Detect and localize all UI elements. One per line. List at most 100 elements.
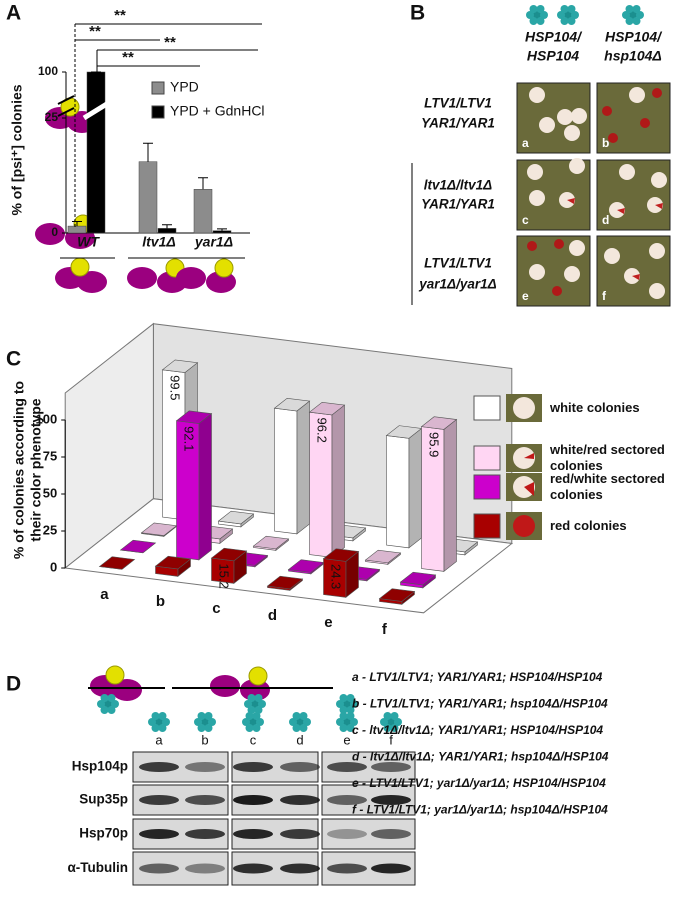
- bar: [86, 71, 106, 234]
- lane-label: d: [296, 732, 303, 747]
- plate-label: f: [602, 289, 607, 303]
- error-bar: [198, 177, 208, 190]
- significance-label: **: [89, 23, 101, 40]
- colony: [651, 172, 667, 188]
- bar: [157, 228, 177, 234]
- legend-colony-sector: [524, 482, 534, 496]
- axis-break: [57, 95, 75, 105]
- x-tick-label: d: [268, 607, 277, 624]
- bar-side: [331, 404, 345, 558]
- panel-label: D: [6, 673, 21, 696]
- significance-label: **: [164, 34, 176, 51]
- bar: [67, 225, 87, 234]
- plate-label: e: [522, 289, 529, 303]
- bar: [119, 539, 157, 554]
- colony: [649, 243, 665, 259]
- x-tick-label: a: [100, 586, 109, 603]
- bar-top: [399, 571, 437, 586]
- strain-legend: f - LTV1/LTV1; yar1Δ/yar1Δ; hsp104Δ/HSP1…: [352, 803, 608, 817]
- blot-band: [371, 829, 411, 839]
- bar-top: [161, 359, 199, 373]
- legend-swatch: [151, 81, 165, 95]
- colony: [554, 239, 564, 249]
- y-tick-label: 100: [38, 64, 58, 78]
- colony: [564, 266, 580, 282]
- colony: [564, 125, 580, 141]
- blot-band: [327, 829, 367, 839]
- lane-label: c: [250, 732, 257, 747]
- blot-band: [280, 762, 320, 772]
- bar: [385, 425, 423, 549]
- plate-label: b: [602, 136, 609, 150]
- lane-label: b: [201, 732, 208, 747]
- legend-label: red/white sectored colonies: [550, 471, 665, 502]
- x-tick-label: c: [212, 600, 220, 617]
- bar-front: [386, 435, 410, 549]
- legend-colony: [513, 515, 535, 537]
- x-tick-label: WT: [77, 234, 100, 250]
- blot-band: [139, 863, 179, 874]
- lane-label: e: [343, 732, 350, 747]
- genotype-label: YAR1/YAR1: [421, 197, 495, 212]
- ribosome-icon: [175, 258, 237, 294]
- error-bar: [162, 224, 172, 229]
- y-tick-label: 100: [35, 411, 57, 426]
- strain-legend: a - LTV1/LTV1; YAR1/YAR1; HSP104/HSP104: [352, 670, 603, 684]
- x-tick-label: f: [382, 621, 388, 638]
- legend-colony-sector: [524, 453, 534, 459]
- bar: [210, 547, 248, 584]
- legend-colony: [513, 397, 535, 419]
- colony: [602, 106, 612, 116]
- legend-label: white/red sectored colonies: [550, 442, 665, 473]
- bar-side: [408, 427, 422, 549]
- blot-band: [185, 829, 225, 839]
- blot-label: Hsp70p: [79, 826, 128, 841]
- hsp104-icon: [289, 712, 311, 732]
- genotype-label: LTV1/LTV1: [424, 256, 492, 271]
- blot-band: [233, 863, 273, 874]
- colony-sector: [655, 203, 663, 209]
- hsp104-icon: [526, 5, 548, 25]
- error-bar: [72, 221, 82, 227]
- legend-label: red colonies: [550, 518, 627, 533]
- bar: [193, 189, 213, 234]
- legend-swatch: [473, 513, 501, 539]
- bar: [273, 397, 311, 535]
- blot-band: [139, 795, 179, 805]
- blot-band: [139, 829, 179, 839]
- legend-label: YPD + GdnHCl: [170, 103, 265, 119]
- blot-band: [327, 863, 367, 874]
- bar-top: [364, 549, 402, 564]
- legend-swatch: [473, 474, 501, 500]
- y-axis-label: their color phenotype: [28, 398, 44, 541]
- y-tick-label: 25: [43, 522, 57, 537]
- genotype-label: YAR1/YAR1: [421, 116, 495, 131]
- blot-band: [233, 795, 273, 805]
- value-label: 24.3: [328, 564, 343, 589]
- y-tick-label: 50: [43, 485, 57, 500]
- colony: [569, 158, 585, 174]
- blot-band: [327, 762, 367, 772]
- x-tick-label: ltv1Δ: [142, 234, 176, 250]
- colony: [604, 248, 620, 264]
- column-header: HSP104: [527, 48, 579, 64]
- column-header: HSP104/: [525, 29, 583, 45]
- colony: [571, 108, 587, 124]
- bar-break: [82, 99, 112, 121]
- blot-band: [280, 829, 320, 839]
- bar-top: [210, 547, 248, 562]
- bar-top: [217, 510, 255, 525]
- colony: [569, 240, 585, 256]
- lane-label: f: [389, 732, 393, 747]
- genotype-label: yar1Δ/yar1Δ: [418, 277, 496, 292]
- bar-top: [98, 556, 136, 570]
- bar: [308, 401, 346, 558]
- x-tick-label: b: [156, 593, 165, 610]
- error-bar: [217, 228, 227, 231]
- colony: [649, 283, 665, 299]
- blot-band: [233, 829, 273, 839]
- bar: [154, 555, 192, 577]
- bar-top: [420, 416, 458, 430]
- blot-band: [327, 795, 367, 805]
